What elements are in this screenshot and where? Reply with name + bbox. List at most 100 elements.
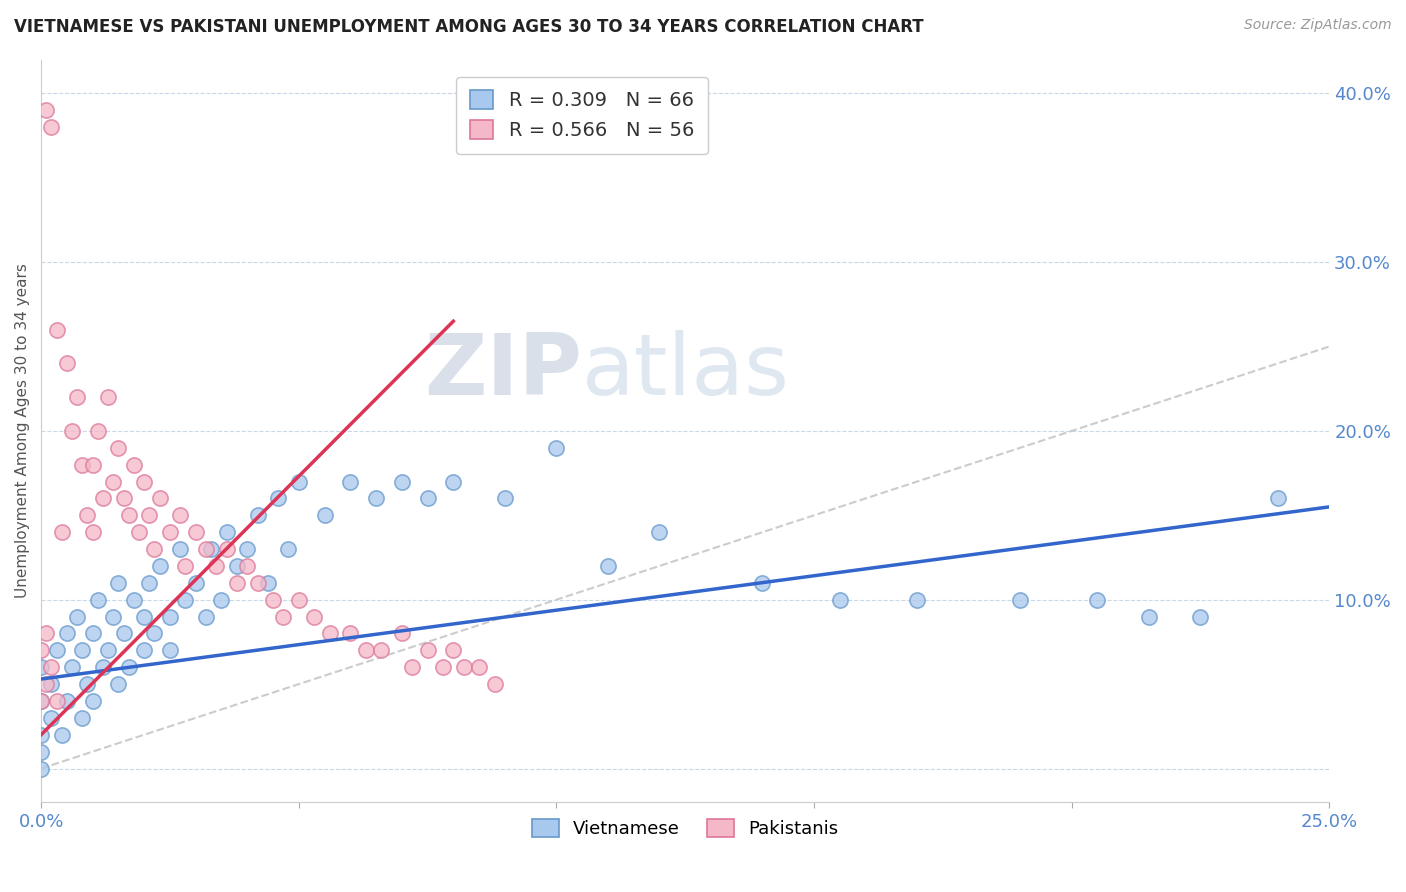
Point <box>72 643 94 657</box>
Point <box>56 626 79 640</box>
Point <box>45 694 67 708</box>
Point <box>107 441 129 455</box>
Point <box>30 694 52 708</box>
Point <box>174 558 197 573</box>
Point <box>56 694 79 708</box>
Point <box>169 508 191 523</box>
Point <box>51 525 73 540</box>
Point <box>200 542 222 557</box>
Point <box>134 609 156 624</box>
Point <box>66 609 89 624</box>
Point <box>143 626 166 640</box>
Point <box>1010 592 1032 607</box>
Point <box>1267 491 1289 506</box>
Point <box>122 592 145 607</box>
Point <box>112 626 135 640</box>
Point <box>134 643 156 657</box>
Point <box>648 525 671 540</box>
Point <box>118 660 141 674</box>
Point <box>391 475 413 489</box>
Point <box>51 728 73 742</box>
Point <box>314 508 336 523</box>
Point <box>138 508 160 523</box>
Point <box>72 711 94 725</box>
Point <box>468 660 491 674</box>
Point <box>215 542 238 557</box>
Point <box>905 592 928 607</box>
Text: Source: ZipAtlas.com: Source: ZipAtlas.com <box>1244 18 1392 32</box>
Point <box>118 508 141 523</box>
Point <box>107 575 129 590</box>
Point <box>339 626 361 640</box>
Point <box>60 424 83 438</box>
Point <box>225 575 247 590</box>
Y-axis label: Unemployment Among Ages 30 to 34 years: Unemployment Among Ages 30 to 34 years <box>15 263 30 599</box>
Point <box>41 120 63 135</box>
Point <box>546 441 568 455</box>
Point <box>30 762 52 776</box>
Point <box>370 643 392 657</box>
Point <box>91 660 114 674</box>
Point <box>302 609 325 624</box>
Point <box>30 745 52 759</box>
Point <box>82 525 104 540</box>
Point <box>205 558 228 573</box>
Point <box>56 356 79 370</box>
Point <box>225 558 247 573</box>
Point <box>195 542 218 557</box>
Point <box>138 575 160 590</box>
Point <box>149 491 172 506</box>
Point <box>596 558 619 573</box>
Point <box>97 390 120 404</box>
Text: VIETNAMESE VS PAKISTANI UNEMPLOYMENT AMONG AGES 30 TO 34 YEARS CORRELATION CHART: VIETNAMESE VS PAKISTANI UNEMPLOYMENT AMO… <box>14 18 924 36</box>
Legend: Vietnamese, Pakistanis: Vietnamese, Pakistanis <box>524 812 846 846</box>
Point <box>236 558 259 573</box>
Point <box>751 575 773 590</box>
Point <box>441 475 464 489</box>
Point <box>35 626 58 640</box>
Point <box>271 609 294 624</box>
Point <box>453 660 475 674</box>
Point <box>76 677 98 691</box>
Point <box>246 508 269 523</box>
Point <box>122 458 145 472</box>
Point <box>277 542 299 557</box>
Point <box>112 491 135 506</box>
Point <box>287 592 309 607</box>
Point <box>30 728 52 742</box>
Point <box>103 609 125 624</box>
Point <box>35 677 58 691</box>
Point <box>45 643 67 657</box>
Point <box>416 491 439 506</box>
Point <box>215 525 238 540</box>
Point <box>246 575 269 590</box>
Point <box>143 542 166 557</box>
Point <box>41 677 63 691</box>
Point <box>287 475 309 489</box>
Point <box>159 525 181 540</box>
Point <box>391 626 413 640</box>
Point <box>41 660 63 674</box>
Text: atlas: atlas <box>582 330 790 413</box>
Point <box>262 592 284 607</box>
Point <box>159 643 181 657</box>
Point <box>174 592 197 607</box>
Point <box>494 491 516 506</box>
Point <box>82 458 104 472</box>
Point <box>828 592 851 607</box>
Point <box>441 643 464 657</box>
Point <box>30 643 52 657</box>
Point <box>103 475 125 489</box>
Point <box>318 626 340 640</box>
Point <box>267 491 290 506</box>
Point <box>41 711 63 725</box>
Point <box>1189 609 1212 624</box>
Point <box>30 660 52 674</box>
Text: ZIP: ZIP <box>425 330 582 413</box>
Point <box>30 694 52 708</box>
Point <box>159 609 181 624</box>
Point <box>236 542 259 557</box>
Point <box>66 390 89 404</box>
Point <box>354 643 377 657</box>
Point <box>97 643 120 657</box>
